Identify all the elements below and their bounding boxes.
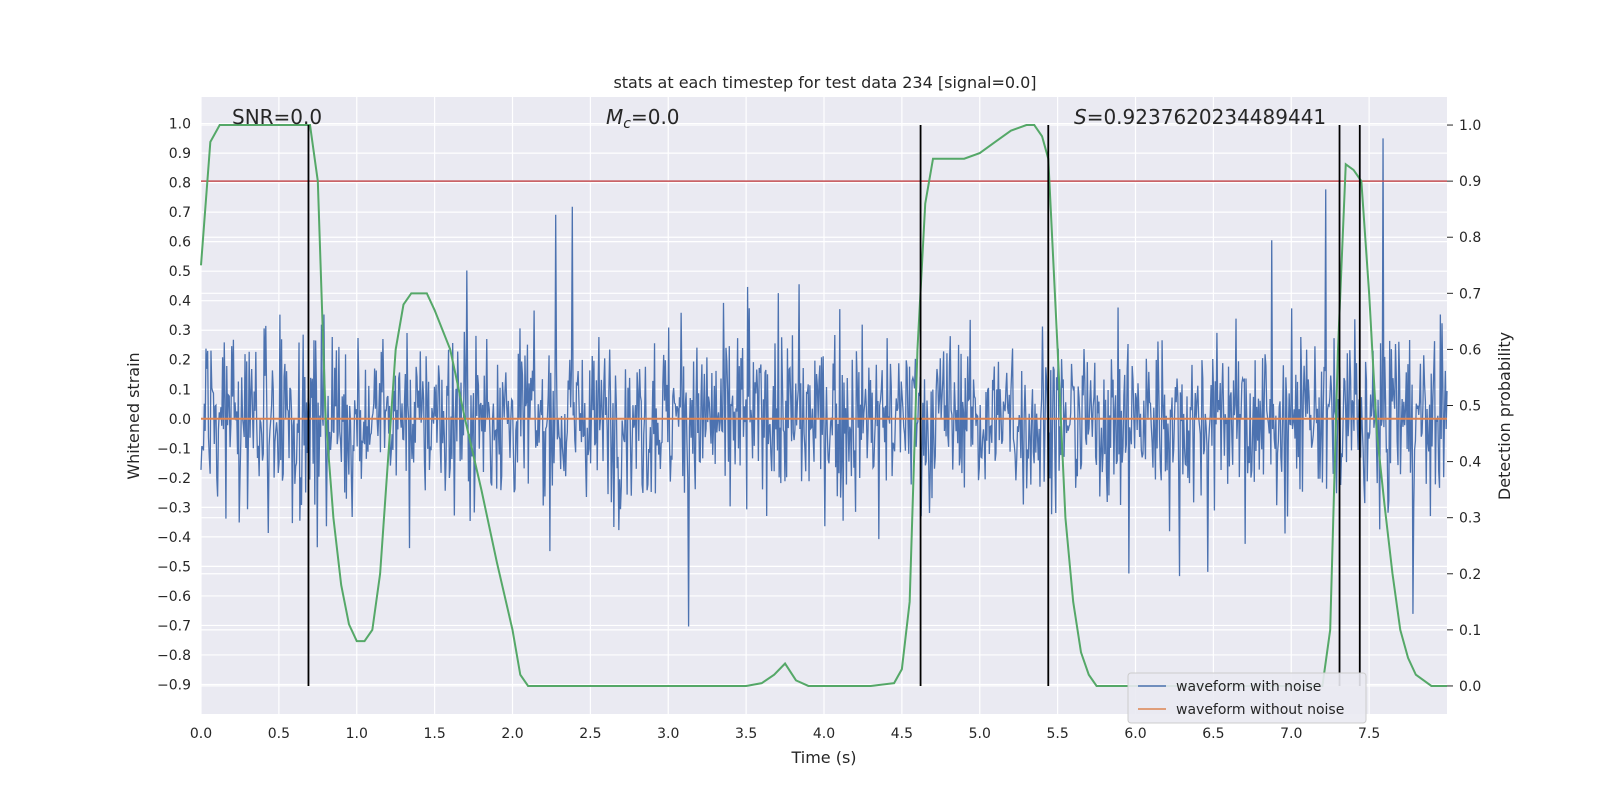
- y-tick-label-left: −0.7: [157, 618, 191, 634]
- mc-annotation: Mc=0.0: [606, 105, 680, 132]
- y-axis-label-left: Whitened strain: [124, 352, 143, 479]
- s-value: =0.9237620234489441: [1087, 105, 1326, 129]
- x-tick-label: 5.0: [969, 726, 991, 742]
- y-tick-label-left: −0.5: [157, 559, 191, 575]
- x-tick-label: 0.5: [268, 726, 290, 742]
- x-tick-label: 4.0: [813, 726, 835, 742]
- chart-title: stats at each timestep for test data 234…: [613, 73, 1036, 92]
- x-tick-label: 5.5: [1046, 726, 1068, 742]
- x-tick-label: 3.5: [735, 726, 757, 742]
- y-axis-label-right: Detection probability: [1495, 332, 1514, 500]
- y-tick-label-right: 0.4: [1459, 455, 1481, 471]
- x-tick-label: 2.0: [501, 726, 523, 742]
- y-tick-label-left: 0.2: [169, 353, 191, 369]
- y-tick-label-right: 0.1: [1459, 623, 1481, 639]
- y-tick-label-left: 0.8: [169, 176, 191, 192]
- legend-box: [1127, 672, 1367, 724]
- x-tick-label: 6.0: [1124, 726, 1146, 742]
- y-tick-label-left: 1.0: [169, 117, 191, 133]
- y-tick-label-right: 0.6: [1459, 342, 1481, 358]
- y-tick-label-right: 0.7: [1459, 286, 1481, 302]
- y-tick-label-left: −0.1: [157, 441, 191, 457]
- mc-value: =0.0: [631, 105, 680, 129]
- snr-annotation: SNR=0.0: [232, 105, 322, 129]
- y-tick-label-right: 0.2: [1459, 567, 1481, 583]
- x-axis-label: Time (s): [790, 748, 856, 767]
- y-tick-label-right: 0.0: [1459, 679, 1481, 695]
- y-tick-label-left: −0.6: [157, 589, 191, 605]
- x-tick-label: 4.5: [891, 726, 913, 742]
- detection-probability-line: [200, 124, 1447, 687]
- y-tick-label-left: −0.8: [157, 648, 191, 664]
- x-tick-label: 3.0: [657, 726, 679, 742]
- y-tick-label-right: 0.9: [1459, 174, 1481, 190]
- legend-label-clean: waveform without noise: [1176, 702, 1344, 718]
- y-tick-label-left: 0.1: [169, 382, 191, 398]
- legend-label-noise: waveform with noise: [1176, 679, 1321, 695]
- y-tick-label-left: 0.9: [169, 146, 191, 162]
- y-tick-label-left: −0.4: [157, 530, 191, 546]
- mc-symbol: M: [606, 105, 623, 129]
- ticks: 0.0 0.5 1.0 1.5 2.0 2.5 3.0 3.5 4.0 4.5 5.0 5.5 6.0 6…: [157, 117, 1481, 742]
- y-tick-label-left: 0.3: [169, 323, 191, 339]
- y-tick-label-left: −0.9: [157, 677, 191, 693]
- legend: waveform with noise waveform without noi…: [1127, 672, 1367, 724]
- y-tick-label-left: 0.0: [169, 412, 191, 428]
- vertical-markers: [307, 125, 1361, 686]
- x-tick-label: 0.0: [190, 726, 212, 742]
- x-tick-label: 1.5: [423, 726, 445, 742]
- y-tick-label-right: 0.5: [1459, 399, 1481, 415]
- y-tick-label-left: 0.6: [169, 235, 191, 251]
- y-tick-label-right: 1.0: [1459, 118, 1481, 134]
- s-annotation: S=0.9237620234489441: [1074, 105, 1326, 129]
- y-tick-label-left: 0.4: [169, 294, 191, 310]
- y-tick-label-left: −0.3: [157, 500, 191, 516]
- x-tick-label: 6.5: [1202, 726, 1224, 742]
- s-symbol: S: [1074, 105, 1087, 129]
- mc-subscript: c: [623, 116, 631, 132]
- x-tick-label: 7.0: [1280, 726, 1302, 742]
- series-lines: [200, 124, 1447, 687]
- x-tick-label: 1.0: [346, 726, 368, 742]
- y-tick-label-left: 0.5: [169, 264, 191, 280]
- y-tick-label-left: 0.7: [169, 205, 191, 221]
- y-tick-label-left: −0.2: [157, 471, 191, 487]
- x-tick-label: 2.5: [579, 726, 601, 742]
- y-tick-label-right: 0.8: [1459, 230, 1481, 246]
- y-tick-label-right: 0.3: [1459, 511, 1481, 527]
- x-tick-label: 7.5: [1358, 726, 1380, 742]
